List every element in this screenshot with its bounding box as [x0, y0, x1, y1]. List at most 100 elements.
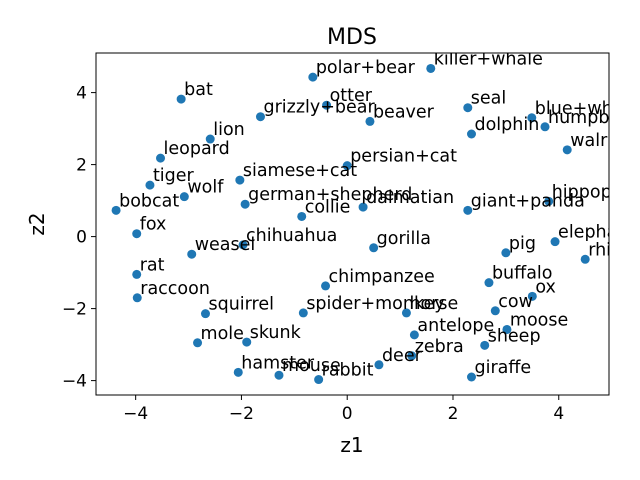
- point-label: hamster: [241, 353, 315, 373]
- data-point: [187, 249, 197, 259]
- data-point: [426, 63, 436, 73]
- point-label: moose: [510, 310, 568, 330]
- data-point: [369, 243, 379, 253]
- plot-area: killer+whale polar+bear bat otter seal grizzl…: [95, 52, 640, 396]
- point-label: bat: [184, 80, 213, 100]
- data-point: [466, 129, 476, 139]
- point-label: siamese+cat: [243, 161, 357, 181]
- y-tick-label: −2: [62, 300, 87, 320]
- point-label: elephant: [558, 223, 635, 243]
- point-label: rhinoceros: [588, 240, 640, 260]
- data-point: [484, 278, 494, 288]
- x-tick-label: 0: [342, 404, 353, 424]
- data-point: [200, 309, 210, 319]
- data-point: [374, 360, 384, 370]
- data-point: [358, 202, 368, 212]
- chart-title: MDS: [327, 25, 377, 50]
- point-label: giraffe: [474, 358, 531, 378]
- point-label: zebra: [415, 337, 464, 357]
- point-label: lion: [213, 120, 245, 140]
- x-axis-label: z1: [340, 433, 363, 457]
- data-point: [502, 324, 512, 334]
- axes-frame: [95, 52, 610, 396]
- point-label: skunk: [250, 323, 302, 343]
- data-point: [562, 145, 572, 155]
- data-point: [145, 180, 155, 190]
- point-label: chihuahua: [246, 226, 337, 246]
- y-axis: −4 −2 0 2 4: [62, 84, 96, 392]
- data-point: [527, 291, 537, 301]
- point-label: blue+whale: [535, 99, 639, 119]
- point-label: cow: [498, 292, 533, 312]
- data-point: [233, 367, 243, 377]
- point-label: antelope: [417, 316, 494, 336]
- point-label: pig: [509, 234, 536, 254]
- point-label: dolphin: [474, 115, 539, 135]
- data-point: [176, 94, 186, 104]
- point-label: dalmatian: [366, 188, 454, 208]
- point-label: horse: [409, 294, 458, 314]
- point-label: seal: [471, 89, 506, 109]
- data-point: [544, 196, 554, 206]
- data-point: [205, 134, 215, 144]
- point-label: walrus: [570, 131, 627, 151]
- point-label: raccoon: [140, 279, 210, 299]
- points-layer: [111, 63, 590, 385]
- point-label: collie: [305, 197, 351, 217]
- data-point: [238, 240, 248, 250]
- data-point: [501, 248, 511, 258]
- x-axis: −4 −2 0 2 4: [123, 395, 564, 424]
- data-point: [193, 338, 203, 348]
- point-label: otter: [330, 86, 373, 106]
- point-label: leopard: [164, 139, 230, 159]
- y-tick-label: 0: [76, 228, 87, 248]
- x-tick-label: −2: [229, 404, 254, 424]
- point-label: wolf: [187, 178, 224, 198]
- y-axis-label: z2: [25, 212, 49, 235]
- data-point: [580, 254, 590, 264]
- data-point: [365, 116, 375, 126]
- data-point: [550, 237, 560, 247]
- data-point: [407, 351, 417, 361]
- point-label: german+shepherd: [248, 185, 412, 205]
- point-label: fox: [140, 215, 167, 235]
- data-point: [132, 229, 142, 239]
- data-point: [466, 372, 476, 382]
- point-label: spider+monkey: [306, 294, 444, 314]
- y-tick-label: 4: [76, 84, 87, 104]
- point-label: bobcat: [119, 191, 179, 211]
- point-label: deer: [382, 346, 423, 366]
- point-label: beaver: [373, 102, 435, 122]
- data-point: [342, 161, 352, 171]
- data-point: [527, 113, 537, 123]
- point-label: hippopotamus: [552, 182, 640, 202]
- data-point: [480, 340, 490, 350]
- data-point: [540, 122, 550, 132]
- data-point: [463, 103, 473, 113]
- data-point: [401, 308, 411, 318]
- point-label: chimpanzee: [329, 267, 435, 287]
- data-point: [297, 211, 307, 221]
- data-point: [463, 205, 473, 215]
- x-tick-label: −4: [123, 404, 148, 424]
- data-point: [111, 205, 121, 215]
- point-label: sheep: [488, 326, 541, 346]
- data-point: [255, 112, 265, 122]
- data-point: [240, 199, 250, 209]
- point-label: grizzly+bear: [263, 98, 375, 118]
- x-tick-label: 2: [448, 404, 459, 424]
- point-label: tiger: [153, 166, 195, 186]
- data-point: [242, 337, 252, 347]
- x-tick-label: 4: [553, 404, 564, 424]
- point-label: weasel: [195, 235, 256, 255]
- data-point: [156, 153, 166, 163]
- point-label: humpback+whale: [548, 108, 640, 128]
- data-point: [308, 72, 318, 82]
- data-point: [235, 175, 245, 185]
- data-point: [490, 306, 500, 316]
- y-tick-label: −4: [62, 372, 87, 392]
- point-label: squirrel: [208, 295, 274, 315]
- point-label: mole: [201, 324, 244, 344]
- labels-layer: killer+whale polar+bear bat otter seal grizzl…: [119, 53, 640, 381]
